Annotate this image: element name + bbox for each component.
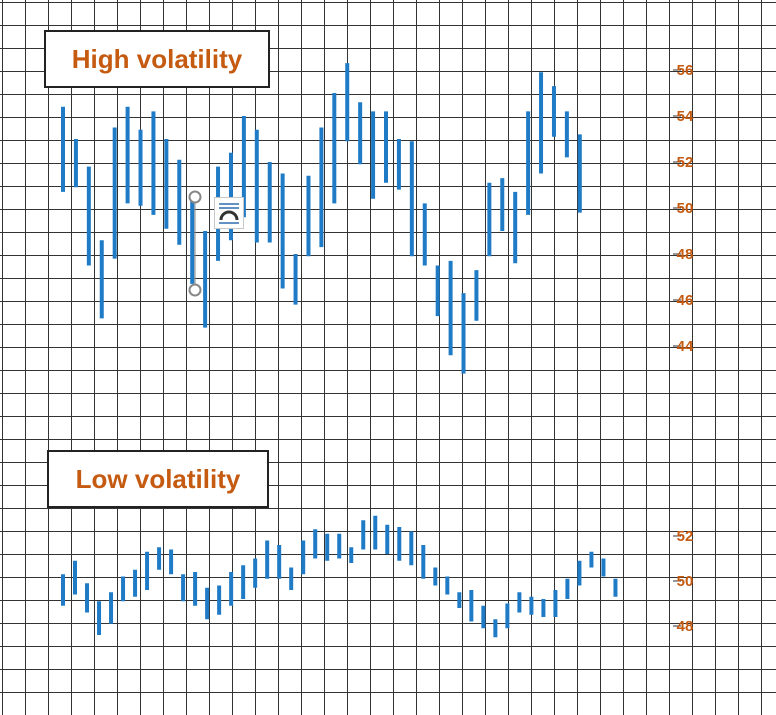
low-axis-tick-label: 52 xyxy=(677,528,694,545)
high-axis-tick-label: 48 xyxy=(677,246,694,263)
layout-options-glyph xyxy=(219,203,239,224)
low-axis-tick-label: 50 xyxy=(677,573,694,590)
low-volatility-axis-labels: 48 50 52 xyxy=(673,528,693,635)
high-axis-tick-label: 54 xyxy=(677,108,694,125)
high-axis-tick-label: 46 xyxy=(677,292,694,309)
low-axis-tick-label: 48 xyxy=(677,618,694,635)
selection-handle-top[interactable] xyxy=(188,190,202,204)
high-volatility-bars xyxy=(61,63,582,374)
high-axis-tick-label: 50 xyxy=(677,200,694,217)
high-volatility-axis-labels: 44 46 48 50 52 54 56 xyxy=(673,62,694,355)
low-volatility-bars xyxy=(61,515,618,638)
chart-layout-options-icon[interactable] xyxy=(214,197,244,229)
high-axis-tick-label: 56 xyxy=(677,62,694,79)
high-axis-tick-label: 52 xyxy=(677,154,694,171)
low-volatility-title: Low volatility xyxy=(47,450,269,508)
high-volatility-title: High volatility xyxy=(44,30,270,88)
high-axis-tick-label: 44 xyxy=(677,338,694,355)
selection-handle-bottom[interactable] xyxy=(188,283,202,297)
